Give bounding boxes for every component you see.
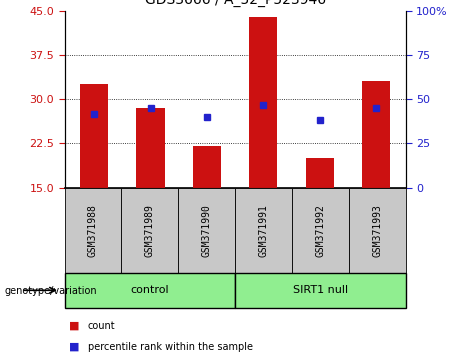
- Bar: [349, 188, 406, 273]
- Bar: [65, 273, 235, 308]
- Text: GSM371990: GSM371990: [201, 204, 212, 257]
- Text: SIRT1 null: SIRT1 null: [293, 285, 348, 295]
- Text: percentile rank within the sample: percentile rank within the sample: [88, 342, 253, 352]
- Text: control: control: [130, 285, 169, 295]
- Bar: [235, 273, 406, 308]
- Bar: [193, 146, 221, 188]
- Text: GSM371991: GSM371991: [259, 204, 269, 257]
- Text: genotype/variation: genotype/variation: [5, 286, 97, 296]
- Text: ■: ■: [69, 342, 80, 352]
- Text: ■: ■: [69, 321, 80, 331]
- Bar: [136, 108, 165, 188]
- Text: GSM371993: GSM371993: [372, 204, 382, 257]
- Text: count: count: [88, 321, 115, 331]
- Bar: [249, 17, 278, 188]
- Bar: [80, 84, 108, 188]
- Text: GSM371989: GSM371989: [145, 204, 155, 257]
- Title: GDS3666 / A_52_P523946: GDS3666 / A_52_P523946: [145, 0, 325, 7]
- Bar: [121, 188, 178, 273]
- Bar: [306, 158, 334, 188]
- Bar: [362, 81, 390, 188]
- Bar: [178, 188, 235, 273]
- Text: GSM371988: GSM371988: [88, 204, 98, 257]
- Text: GSM371992: GSM371992: [315, 204, 325, 257]
- Bar: [235, 188, 292, 273]
- Bar: [292, 188, 349, 273]
- Bar: [65, 188, 121, 273]
